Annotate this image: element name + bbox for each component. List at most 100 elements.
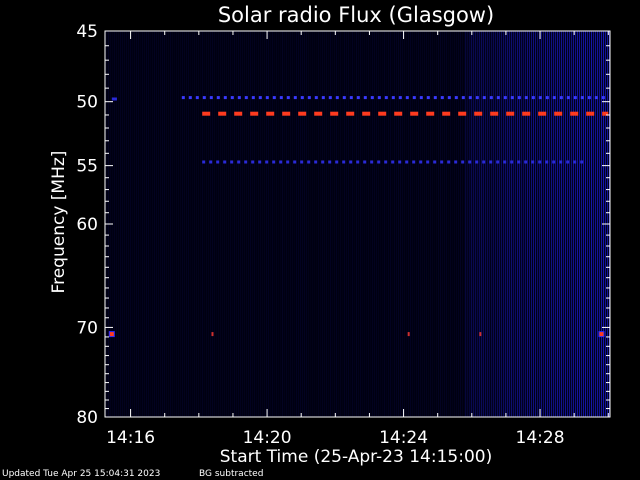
interference-band: [503, 96, 507, 100]
noise-stripe: [164, 31, 165, 417]
noise-stripe: [436, 31, 437, 417]
noise-stripe: [114, 31, 115, 417]
noise-stripe: [364, 31, 365, 417]
interference-band: [489, 160, 493, 164]
interference-band: [580, 160, 584, 164]
plot-area: [105, 31, 610, 417]
chart-title: Solar radio Flux (Glasgow): [218, 3, 494, 27]
noise-stripe: [585, 31, 586, 417]
noise-stripe: [551, 31, 552, 417]
interference-band: [321, 96, 325, 100]
noise-stripe: [404, 31, 405, 417]
interference-bands: [111, 96, 609, 164]
noise-stripe: [288, 31, 289, 417]
noise-stripe: [555, 31, 556, 417]
noise-stripe: [546, 31, 547, 417]
noise-stripe: [248, 31, 249, 417]
interference-band: [419, 96, 423, 100]
noise-stripe: [523, 31, 524, 417]
noise-stripe: [270, 31, 271, 417]
noise-stripe: [266, 31, 267, 417]
interference-band: [475, 96, 479, 100]
noise-stripe: [126, 31, 127, 417]
interference-band: [398, 160, 402, 164]
noise-stripe: [198, 31, 199, 417]
interference-band: [602, 111, 609, 116]
interference-band: [391, 160, 395, 164]
noise-stripe: [476, 31, 477, 417]
noise-stripe: [434, 31, 435, 417]
noise-stripe: [511, 31, 512, 417]
interference-band: [552, 96, 556, 100]
noise-stripe: [346, 31, 347, 417]
noise-stripe: [120, 31, 121, 417]
noise-stripe: [338, 31, 339, 417]
y-tick-label: 55: [76, 157, 98, 177]
interference-band: [314, 160, 318, 164]
noise-stripe: [454, 31, 455, 417]
noise-stripe: [154, 31, 155, 417]
noise-stripe: [592, 31, 593, 417]
noise-stripe: [276, 31, 277, 417]
interference-band: [370, 96, 374, 100]
noise-stripe: [573, 31, 574, 417]
interference-band: [503, 160, 507, 164]
interference-band: [517, 96, 521, 100]
noise-stripe: [316, 31, 317, 417]
interference-band: [223, 160, 227, 164]
noise-stripe: [162, 31, 163, 417]
noise-stripe: [596, 31, 597, 417]
noise-stripe: [302, 31, 303, 417]
interference-band: [286, 160, 290, 164]
noise-stripe: [582, 31, 583, 417]
noise-stripe: [578, 31, 579, 417]
noise-stripe: [238, 31, 239, 417]
noise-stripe: [410, 31, 411, 417]
noise-stripe: [577, 31, 578, 417]
noise-stripe: [168, 31, 169, 417]
noise-stripe: [188, 31, 189, 417]
noise-stripe: [557, 31, 558, 417]
noise-stripe: [514, 31, 515, 417]
interference-band: [377, 160, 381, 164]
noise-stripe: [414, 31, 415, 417]
noise-stripe: [224, 31, 225, 417]
noise-stripe: [244, 31, 245, 417]
interference-band: [349, 160, 353, 164]
interference-band: [454, 160, 458, 164]
noise-stripe: [563, 31, 564, 417]
interference-band: [566, 160, 570, 164]
interference-band: [522, 111, 531, 116]
noise-stripe: [553, 31, 554, 417]
interference-band: [202, 96, 206, 100]
noise-stripe: [292, 31, 293, 417]
noise-stripe: [368, 31, 369, 417]
noise-stripe: [506, 31, 507, 417]
noise-stripe: [483, 31, 484, 417]
noise-stripe: [130, 31, 131, 417]
interference-band: [566, 96, 570, 100]
noise-stripe: [509, 31, 510, 417]
interference-band: [447, 96, 451, 100]
y-tick-label: 70: [76, 318, 98, 338]
noise-stripe: [222, 31, 223, 417]
interference-band: [244, 160, 248, 164]
y-tick-label: 50: [76, 93, 98, 113]
interference-band: [307, 160, 311, 164]
interference-band: [570, 111, 579, 116]
noise-stripe: [312, 31, 313, 417]
noise-stripe: [218, 31, 219, 417]
noise-stripe: [594, 31, 595, 417]
interference-band: [510, 160, 514, 164]
interference-band: [573, 160, 577, 164]
noise-stripe: [583, 31, 584, 417]
noise-stripe: [176, 31, 177, 417]
noise-stripe: [479, 31, 480, 417]
interference-band: [370, 160, 374, 164]
noise-stripe: [152, 31, 153, 417]
noise-stripe: [522, 31, 523, 417]
noise-stripe: [418, 31, 419, 417]
interference-band: [202, 160, 206, 164]
interference-band: [216, 96, 220, 100]
